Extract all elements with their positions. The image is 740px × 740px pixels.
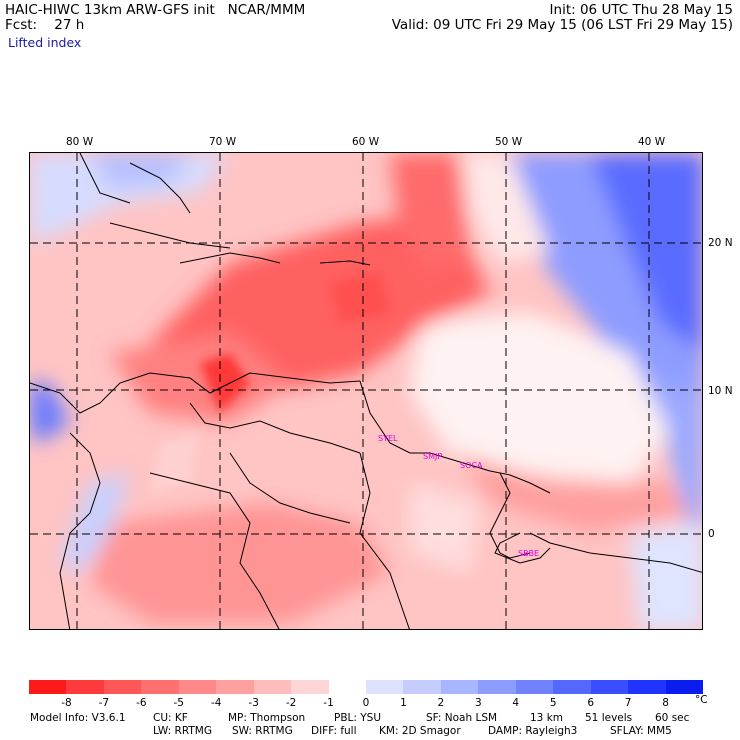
footer-pbl: PBL: YSU — [334, 712, 382, 724]
lat-label-0: 0 — [708, 528, 715, 540]
field-name: Lifted index — [8, 35, 82, 50]
footer-shortwave: SW: RRTMG — [232, 725, 293, 737]
colorbar-tick-label: 5 — [549, 697, 557, 709]
station-soca: SOCA — [460, 461, 483, 470]
footer-surface-layer: SFLAY: MM5 — [610, 725, 672, 737]
forecast-hour: Fcst: 27 h — [5, 17, 85, 33]
colorbar-swatch — [328, 680, 367, 694]
colorbar-tick-label: -5 — [173, 697, 184, 709]
footer-levels: 51 levels — [585, 712, 633, 724]
colorbar-tick-label: 7 — [624, 697, 632, 709]
colorbar-swatch — [366, 680, 404, 694]
lon-label-50w: 50 W — [495, 136, 523, 148]
colorbar-tick-label: 1 — [400, 697, 407, 709]
colorbar-tick-label: 4 — [512, 697, 520, 709]
colorbar-swatch — [253, 680, 292, 694]
footer-km: KM: 2D Smagor — [379, 725, 461, 737]
colorbar-swatch — [590, 680, 629, 694]
colorbar-tick-label: 0 — [362, 697, 370, 709]
model-title: HAIC-HIWC 13km ARW-GFS init NCAR/MMM — [5, 2, 306, 18]
valid-time: Valid: 09 UTC Fri 29 May 15 (06 LST Fri … — [391, 17, 733, 33]
colorbar-swatch — [103, 680, 142, 694]
colorbar-tick-label: -7 — [98, 697, 110, 709]
lifted-index-map: SYEL SMJP SOCA SBBE — [29, 152, 703, 630]
footer-longwave: LW: RRTMG — [153, 725, 212, 737]
colorbar-swatch — [665, 680, 704, 694]
footer-model-version: Model Info: V3.6.1 — [30, 712, 126, 724]
colorbar-swatch — [553, 680, 592, 694]
footer-microphysics: MP: Thompson — [228, 712, 306, 724]
footer-damping: DAMP: Rayleigh3 — [488, 725, 578, 737]
lon-label-80w: 80 W — [66, 136, 94, 148]
lat-label-10n: 10 N — [708, 385, 733, 397]
coastlines — [30, 153, 702, 629]
footer-diffusion: DIFF: full — [311, 725, 357, 737]
colorbar-swatch — [29, 680, 67, 694]
colorbar-swatch — [515, 680, 554, 694]
colorbar-swatch — [216, 680, 255, 694]
colorbar-tick-label: 6 — [587, 697, 594, 709]
station-smjp: SMJP — [423, 452, 442, 461]
station-sbbe: SBBE — [518, 549, 539, 558]
lon-label-70w: 70 W — [209, 136, 237, 148]
colorbar-swatch — [440, 680, 479, 694]
colorbar-swatch — [141, 680, 180, 694]
colorbar-swatch — [291, 680, 330, 694]
colorbar-tick-label: -4 — [210, 697, 222, 709]
colorbar-unit: °C — [695, 694, 708, 706]
lon-label-40w: 40 W — [638, 136, 666, 148]
colorbar-swatch — [628, 680, 667, 694]
colorbar-tick-label: 3 — [474, 697, 482, 709]
footer-cumulus: CU: KF — [153, 712, 188, 724]
colorbar-tick-label: 2 — [437, 697, 445, 709]
colorbar-tick-label: -3 — [248, 697, 259, 709]
colorbar-swatch — [403, 680, 442, 694]
lon-label-60w: 60 W — [352, 136, 380, 148]
station-syel: SYEL — [378, 434, 398, 443]
colorbar-swatch — [478, 680, 517, 694]
graticule — [30, 153, 702, 629]
init-time: Init: 06 UTC Thu 28 May 15 — [549, 2, 733, 18]
colorbar-swatch — [178, 680, 217, 694]
colorbar-tick-label: -8 — [61, 697, 72, 709]
colorbar — [29, 680, 704, 694]
colorbar-tick-label: 8 — [662, 697, 669, 709]
colorbar-tick-label: -1 — [323, 697, 334, 709]
lat-label-20n: 20 N — [708, 237, 733, 249]
footer-resolution: 13 km — [530, 712, 564, 724]
colorbar-tick-label: -6 — [136, 697, 147, 709]
footer-surface: SF: Noah LSM — [426, 712, 498, 724]
colorbar-tick-label: -2 — [285, 697, 297, 709]
colorbar-swatch — [66, 680, 105, 694]
footer-timestep: 60 sec — [655, 712, 690, 724]
